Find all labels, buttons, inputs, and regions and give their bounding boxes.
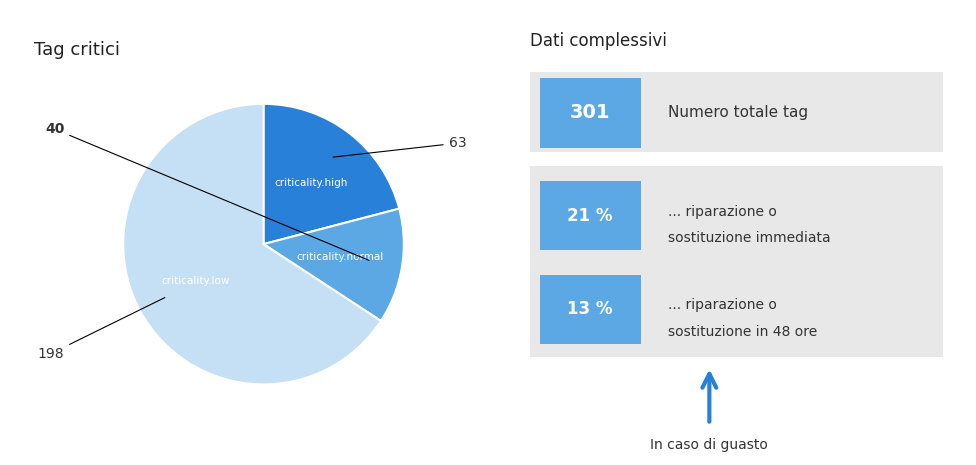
FancyBboxPatch shape (540, 275, 640, 344)
Text: 63: 63 (333, 136, 467, 157)
Text: Tag critici: Tag critici (34, 40, 120, 59)
Text: Dati complessivi: Dati complessivi (531, 32, 668, 50)
Text: sostituzione in 48 ore: sostituzione in 48 ore (668, 325, 817, 339)
Text: 198: 198 (38, 298, 165, 360)
Text: 301: 301 (570, 103, 610, 122)
Text: ... riparazione o: ... riparazione o (668, 206, 777, 219)
Text: ... riparazione o: ... riparazione o (668, 298, 777, 312)
Text: Numero totale tag: Numero totale tag (668, 106, 808, 120)
Text: sostituzione immediata: sostituzione immediata (668, 231, 831, 245)
Text: 21 %: 21 % (567, 206, 613, 225)
Text: In caso di guasto: In caso di guasto (650, 438, 768, 452)
FancyBboxPatch shape (531, 72, 944, 152)
Text: 13 %: 13 % (567, 300, 613, 318)
Text: criticality.low: criticality.low (161, 276, 229, 286)
FancyBboxPatch shape (540, 181, 640, 250)
Wedge shape (123, 104, 381, 385)
Text: criticality.normal: criticality.normal (296, 252, 384, 261)
Text: 40: 40 (45, 122, 369, 260)
FancyBboxPatch shape (540, 79, 640, 148)
Wedge shape (264, 209, 404, 321)
Text: criticality.high: criticality.high (274, 178, 347, 188)
FancyBboxPatch shape (531, 166, 944, 358)
Wedge shape (264, 104, 399, 244)
